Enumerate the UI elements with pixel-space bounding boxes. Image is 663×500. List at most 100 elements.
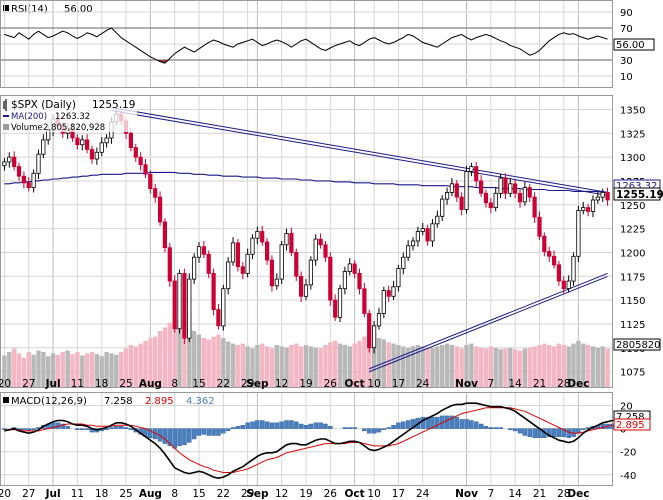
price-tags: 1263.32 1255.19 2805820 xyxy=(613,179,663,351)
volume-bar xyxy=(605,348,610,387)
macd-signal-value: 2.895 xyxy=(145,396,174,407)
candle-body xyxy=(464,170,469,210)
macd-histogram-bar xyxy=(308,423,314,429)
volume-bar xyxy=(216,334,221,387)
candle-body xyxy=(21,175,27,184)
volume-bars xyxy=(2,317,610,387)
macd-histogram-bar xyxy=(435,416,440,429)
volume-bar xyxy=(138,343,143,387)
macd-histogram-bar xyxy=(264,421,270,429)
volume-bar xyxy=(391,343,396,387)
candle-legend-icon xyxy=(3,99,7,111)
x-tick-label: 27 xyxy=(22,488,35,500)
macd-histogram-bar xyxy=(279,421,284,429)
candle-body xyxy=(298,275,304,297)
macd-histogram-bar xyxy=(245,422,250,429)
y-tick-label: 20 xyxy=(620,402,633,413)
x-tick-label: Dec xyxy=(567,488,589,500)
candle-body xyxy=(260,231,265,243)
rsi-legend: RSI(14) 56.00 xyxy=(3,4,93,15)
volume-bar xyxy=(36,350,41,387)
candle-body xyxy=(240,266,245,274)
macd-signal-line xyxy=(4,407,613,473)
macd-histogram-bar xyxy=(401,421,406,429)
macd-histogram-bar xyxy=(182,428,187,446)
macd-histogram-bar xyxy=(381,428,387,431)
x-tick-label: Jul xyxy=(45,488,61,500)
candle-body xyxy=(488,202,493,209)
candle-body xyxy=(269,259,275,287)
volume-bar xyxy=(123,348,129,387)
candle-body xyxy=(245,253,250,274)
macd-histogram-bar xyxy=(342,427,348,429)
candle-body xyxy=(303,284,309,297)
volume-bar xyxy=(99,356,104,387)
y-tick-label: 1325 xyxy=(620,129,645,140)
volume-bar xyxy=(133,346,138,387)
candle-body xyxy=(498,177,503,194)
candle-body xyxy=(172,280,177,330)
candle-body xyxy=(182,272,187,339)
macd-histogram-bar xyxy=(250,421,255,429)
volume-bar xyxy=(114,354,119,387)
x-tick-label: 10 xyxy=(367,378,380,390)
volume-bar xyxy=(401,346,406,387)
candle-body xyxy=(201,246,206,255)
candle-body xyxy=(41,139,46,155)
x-tick-label: 10 xyxy=(367,488,380,500)
macd-histogram-bar xyxy=(551,428,557,437)
x-tick-label: 17 xyxy=(392,378,405,390)
y-tick-label: 1350 xyxy=(620,105,645,116)
volume-bar xyxy=(7,352,12,387)
candle-body xyxy=(552,255,557,266)
volume-bar xyxy=(75,352,80,387)
rsi-tag-text: 56.00 xyxy=(616,40,645,51)
macd-histogram-bar xyxy=(425,416,430,429)
price-legend-bg xyxy=(1,97,137,132)
volume-bar xyxy=(162,327,168,387)
candles xyxy=(2,108,610,354)
volume-bar xyxy=(478,347,484,387)
macd-histogram-bar xyxy=(454,416,459,429)
rsi-grid xyxy=(1,1,612,87)
macd-histogram-bar xyxy=(230,427,236,429)
macd-histogram-bar xyxy=(172,428,177,449)
macd-lines xyxy=(4,402,618,480)
x-tick-label: 11 xyxy=(71,488,84,500)
volume-bar xyxy=(21,357,27,387)
volume-tag-box xyxy=(613,338,661,351)
volume-bar xyxy=(201,338,207,387)
volume-bar xyxy=(279,346,284,387)
ma-label: MA(200) xyxy=(11,112,47,122)
candle-body xyxy=(425,228,430,242)
candle-body xyxy=(153,188,158,198)
volume-tag-text: 2805820 xyxy=(616,340,661,351)
volume-bar xyxy=(119,352,124,387)
candle-body xyxy=(94,151,99,160)
volume-bar xyxy=(255,345,260,387)
x-tick-label: 8 xyxy=(171,378,178,390)
volume-bar xyxy=(2,355,7,387)
x-tick-label: 12 xyxy=(275,488,288,500)
volume-bar xyxy=(274,345,279,387)
candle-body xyxy=(595,196,600,201)
volume-bar xyxy=(357,340,362,387)
y-tick-label: 1225 xyxy=(620,225,645,236)
macd-histogram-bar xyxy=(255,420,260,429)
volume-bar xyxy=(211,336,216,387)
volume-bar xyxy=(493,347,498,387)
volume-bar xyxy=(206,339,211,387)
candle-body xyxy=(357,272,362,290)
rsi-value: 56.00 xyxy=(64,4,93,15)
macd-value: 7.258 xyxy=(104,396,133,407)
price-legend: $SPX (Daily) 1255.19 MA(200) 1263.32 Vol… xyxy=(1,97,137,133)
candle-body xyxy=(191,256,197,280)
macd-legend-swatch xyxy=(3,397,9,403)
volume-legend-swatch xyxy=(3,124,9,130)
volume-bar xyxy=(60,352,65,387)
volume-bar xyxy=(590,346,596,387)
volume-bar xyxy=(104,352,109,387)
candle-body xyxy=(177,272,182,330)
macd-histogram-bar xyxy=(167,428,173,447)
volume-bar xyxy=(420,346,425,387)
